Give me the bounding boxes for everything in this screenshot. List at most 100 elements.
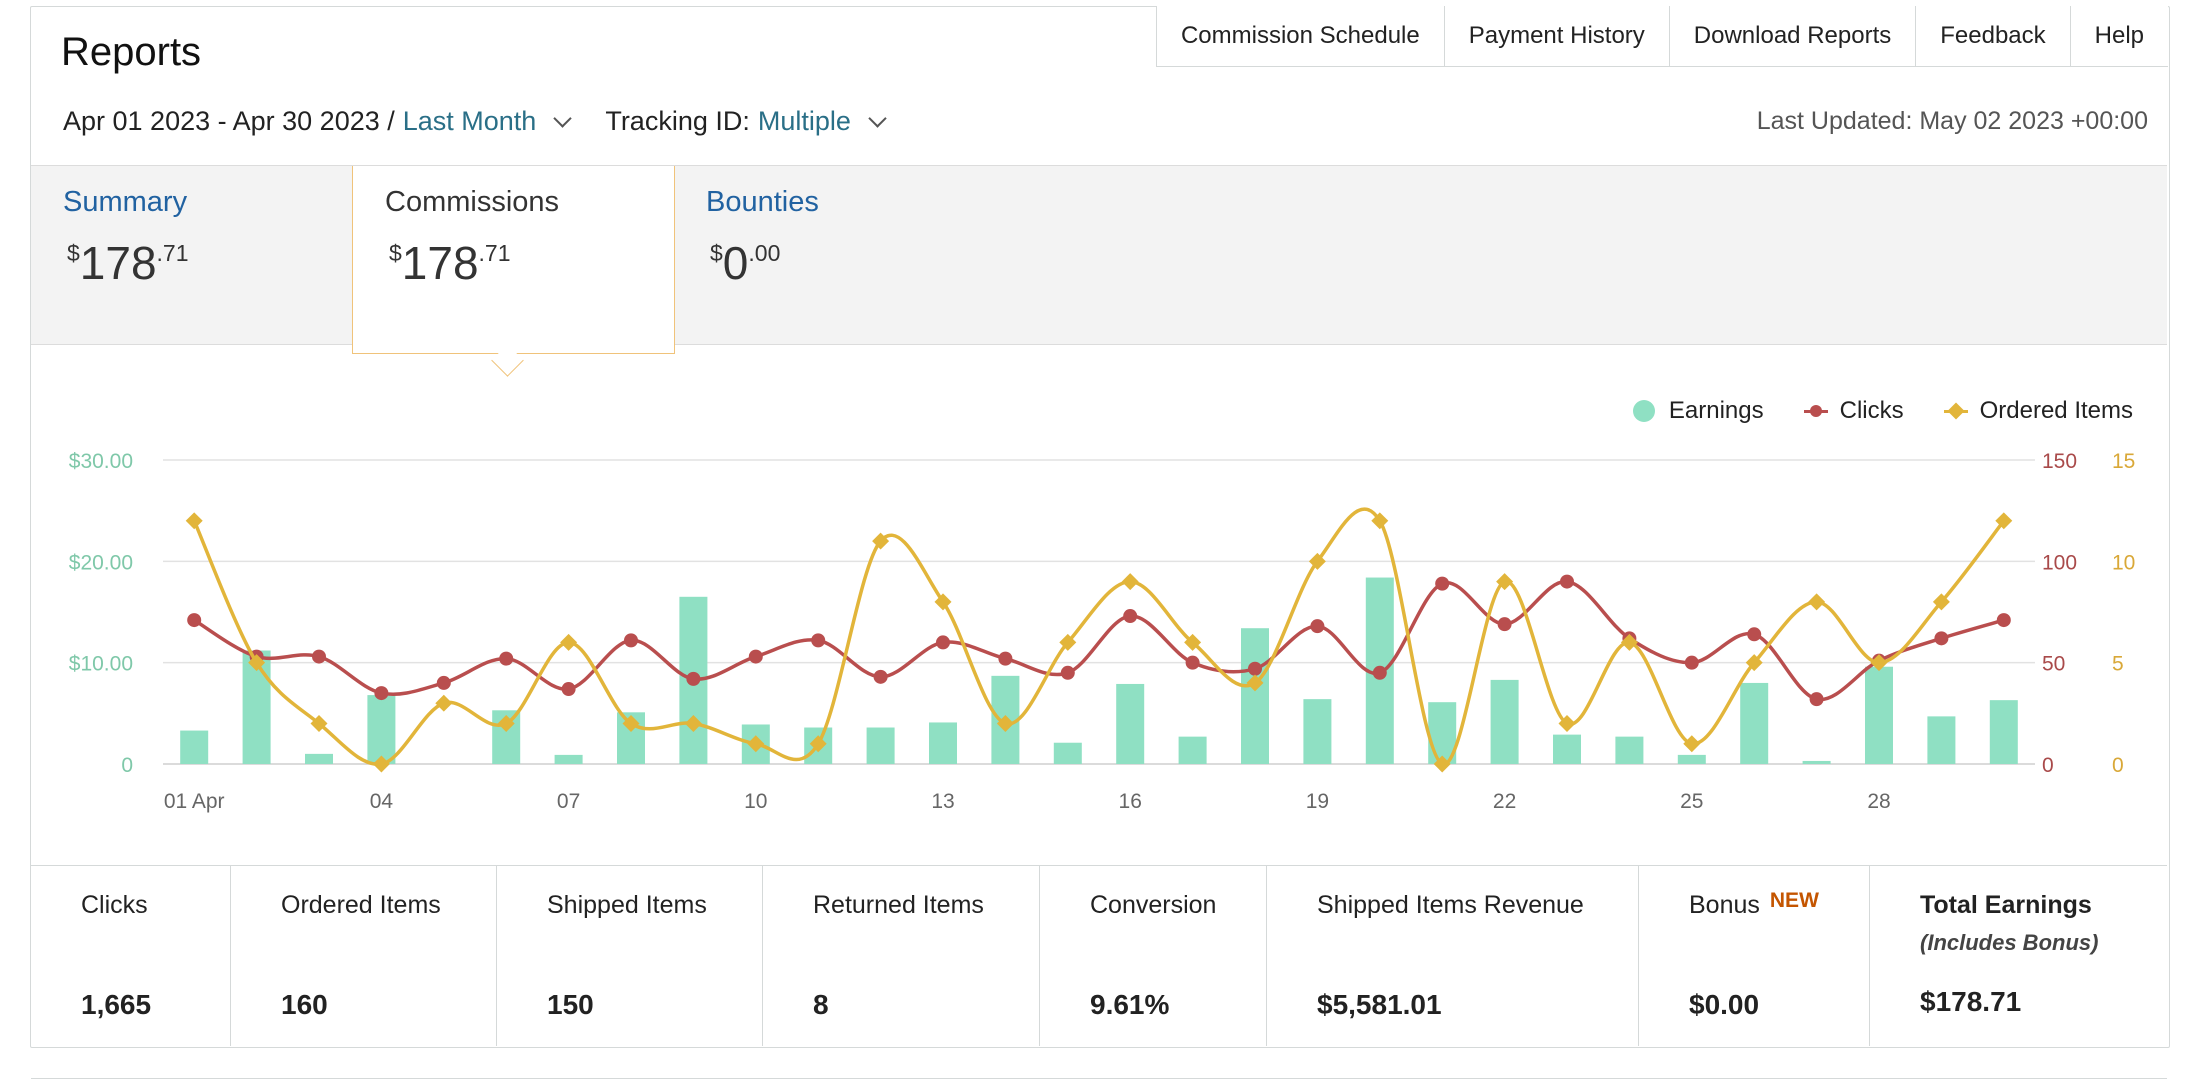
x-tick-label: 13 bbox=[931, 790, 954, 813]
tracking-id-value[interactable]: Multiple bbox=[757, 106, 851, 136]
ordered-items-line-icon bbox=[1943, 400, 1968, 422]
earnings-bar bbox=[305, 753, 333, 764]
ordered-items-point bbox=[934, 593, 952, 611]
period-value[interactable]: Last Month bbox=[402, 106, 537, 136]
clicks-point bbox=[1123, 609, 1138, 624]
legend-ordered-items[interactable]: Ordered Items bbox=[1943, 397, 2133, 425]
stat-label: Shipped Items Revenue bbox=[1317, 891, 1584, 919]
y-left-tick-label: $20.00 bbox=[69, 551, 133, 574]
clicks-point bbox=[998, 651, 1013, 666]
clicks-line-icon bbox=[1803, 400, 1828, 422]
x-tick-label: 10 bbox=[744, 790, 767, 813]
clicks-point bbox=[1809, 692, 1824, 707]
stat-label: Bonus NEW bbox=[1689, 889, 1819, 920]
chevron-down-icon[interactable] bbox=[868, 109, 887, 128]
clicks-point bbox=[1060, 665, 1075, 680]
clicks-point bbox=[686, 671, 701, 686]
legend-earnings[interactable]: Earnings bbox=[1632, 397, 1764, 425]
earnings-bar bbox=[1989, 700, 2018, 764]
legend-ordered-label: Ordered Items bbox=[1979, 397, 2133, 424]
legend-clicks[interactable]: Clicks bbox=[1803, 397, 1904, 425]
earnings-bar bbox=[1490, 679, 1519, 764]
bonus-label: Bonus bbox=[1689, 891, 1760, 919]
tab-commissions-label[interactable]: Commissions bbox=[385, 186, 560, 218]
stat-total-earnings: Total Earnings (Includes Bonus) $178.71 bbox=[1870, 866, 2167, 1046]
stat-value: 8 bbox=[813, 989, 829, 1020]
ordered-items-point bbox=[372, 755, 390, 773]
clicks-point bbox=[1372, 665, 1387, 680]
stat-shipped-revenue: Shipped Items Revenue $5,581.01 bbox=[1267, 866, 1639, 1046]
chevron-down-icon[interactable] bbox=[553, 109, 573, 128]
stat-value: $178.71 bbox=[1920, 986, 2022, 1017]
tab-commissions-amount: $178.71 bbox=[389, 236, 511, 290]
amount-cents: .71 bbox=[156, 240, 189, 266]
chart-legend: Earnings Clicks Ordered Items bbox=[1593, 397, 2133, 425]
amount-whole: 0 bbox=[722, 237, 749, 289]
stat-ordered-items: Ordered Items 160 bbox=[231, 866, 497, 1046]
clicks-point bbox=[873, 669, 888, 684]
earnings-bar bbox=[929, 722, 957, 764]
ordered-items-point bbox=[248, 654, 266, 672]
ordered-items-point bbox=[1808, 593, 1826, 611]
stat-label: Total Earnings bbox=[1920, 891, 2092, 919]
earnings-bar bbox=[1802, 760, 1831, 764]
clicks-point bbox=[936, 635, 950, 650]
clicks-point bbox=[561, 682, 576, 697]
earnings-bar bbox=[1303, 699, 1332, 764]
clicks-point bbox=[1996, 613, 2011, 628]
tracking-id-dropdown[interactable]: Tracking ID: Multiple bbox=[605, 106, 887, 137]
clicks-point bbox=[1435, 576, 1450, 591]
stat-bonus: Bonus NEW $0.00 bbox=[1639, 866, 1870, 1046]
y-right-clicks-tick-label: 0 bbox=[2042, 754, 2054, 777]
feedback-button[interactable]: Feedback bbox=[1916, 6, 2071, 66]
legend-earnings-label: Earnings bbox=[1668, 397, 1764, 424]
stat-value: 150 bbox=[547, 989, 594, 1020]
clicks-point bbox=[499, 651, 514, 666]
y-right-clicks-tick-label: 100 bbox=[2042, 551, 2077, 574]
currency-symbol: $ bbox=[389, 240, 402, 266]
earnings-bar bbox=[367, 695, 396, 764]
x-tick-label: 28 bbox=[1867, 790, 1890, 813]
earnings-bar bbox=[1615, 736, 1644, 764]
stat-label: Shipped Items bbox=[547, 891, 707, 919]
ordered-items-point bbox=[497, 714, 515, 732]
clicks-point bbox=[187, 613, 202, 628]
stat-conversion: Conversion 9.61% bbox=[1040, 866, 1267, 1046]
y-right-clicks-tick-label: 50 bbox=[2042, 653, 2065, 676]
x-tick-label: 25 bbox=[1680, 790, 1703, 813]
y-right-ordered-tick-label: 0 bbox=[2112, 754, 2124, 777]
commission-schedule-button[interactable]: Commission Schedule bbox=[1156, 6, 1445, 66]
ordered-items-point bbox=[996, 714, 1014, 732]
stat-returned-items: Returned Items 8 bbox=[763, 866, 1040, 1046]
ordered-items-point bbox=[747, 735, 765, 753]
clicks-point bbox=[1248, 661, 1262, 676]
y-right-ordered-tick-label: 5 bbox=[2112, 653, 2124, 676]
help-button[interactable]: Help bbox=[2070, 6, 2168, 66]
period-dropdown[interactable]: Last Month bbox=[402, 106, 573, 137]
earnings-bar bbox=[1178, 736, 1207, 764]
tab-summary[interactable]: Summary $178.71 bbox=[31, 166, 352, 344]
x-tick-label: 01 Apr bbox=[164, 790, 225, 813]
amount-cents: .00 bbox=[748, 240, 781, 266]
ordered-items-point bbox=[872, 532, 890, 550]
tab-summary-label[interactable]: Summary bbox=[63, 186, 188, 218]
amount-whole: 178 bbox=[401, 237, 479, 289]
tab-commissions[interactable]: Commissions $178.71 bbox=[352, 166, 675, 354]
earnings-bar bbox=[866, 727, 895, 764]
payment-history-button[interactable]: Payment History bbox=[1444, 6, 1670, 66]
ordered-items-point bbox=[185, 512, 203, 530]
tab-bounties-label[interactable]: Bounties bbox=[706, 186, 819, 218]
earnings-bar bbox=[1241, 628, 1269, 764]
y-left-tick-label: 0 bbox=[121, 754, 133, 777]
ordered-items-point bbox=[310, 714, 328, 732]
clicks-point bbox=[1497, 617, 1512, 632]
ordered-items-point bbox=[435, 694, 453, 712]
tab-bounties-amount: $0.00 bbox=[710, 236, 780, 290]
clicks-point bbox=[811, 633, 826, 648]
report-tabs: Summary $178.71 Commissions $178.71 Boun… bbox=[31, 165, 2167, 354]
tab-bounties[interactable]: Bounties $0.00 bbox=[674, 166, 995, 344]
ordered-items-point bbox=[1433, 755, 1451, 773]
legend-clicks-label: Clicks bbox=[1839, 397, 1904, 424]
stat-shipped-items: Shipped Items 150 bbox=[497, 866, 763, 1046]
download-reports-button[interactable]: Download Reports bbox=[1669, 6, 1917, 66]
